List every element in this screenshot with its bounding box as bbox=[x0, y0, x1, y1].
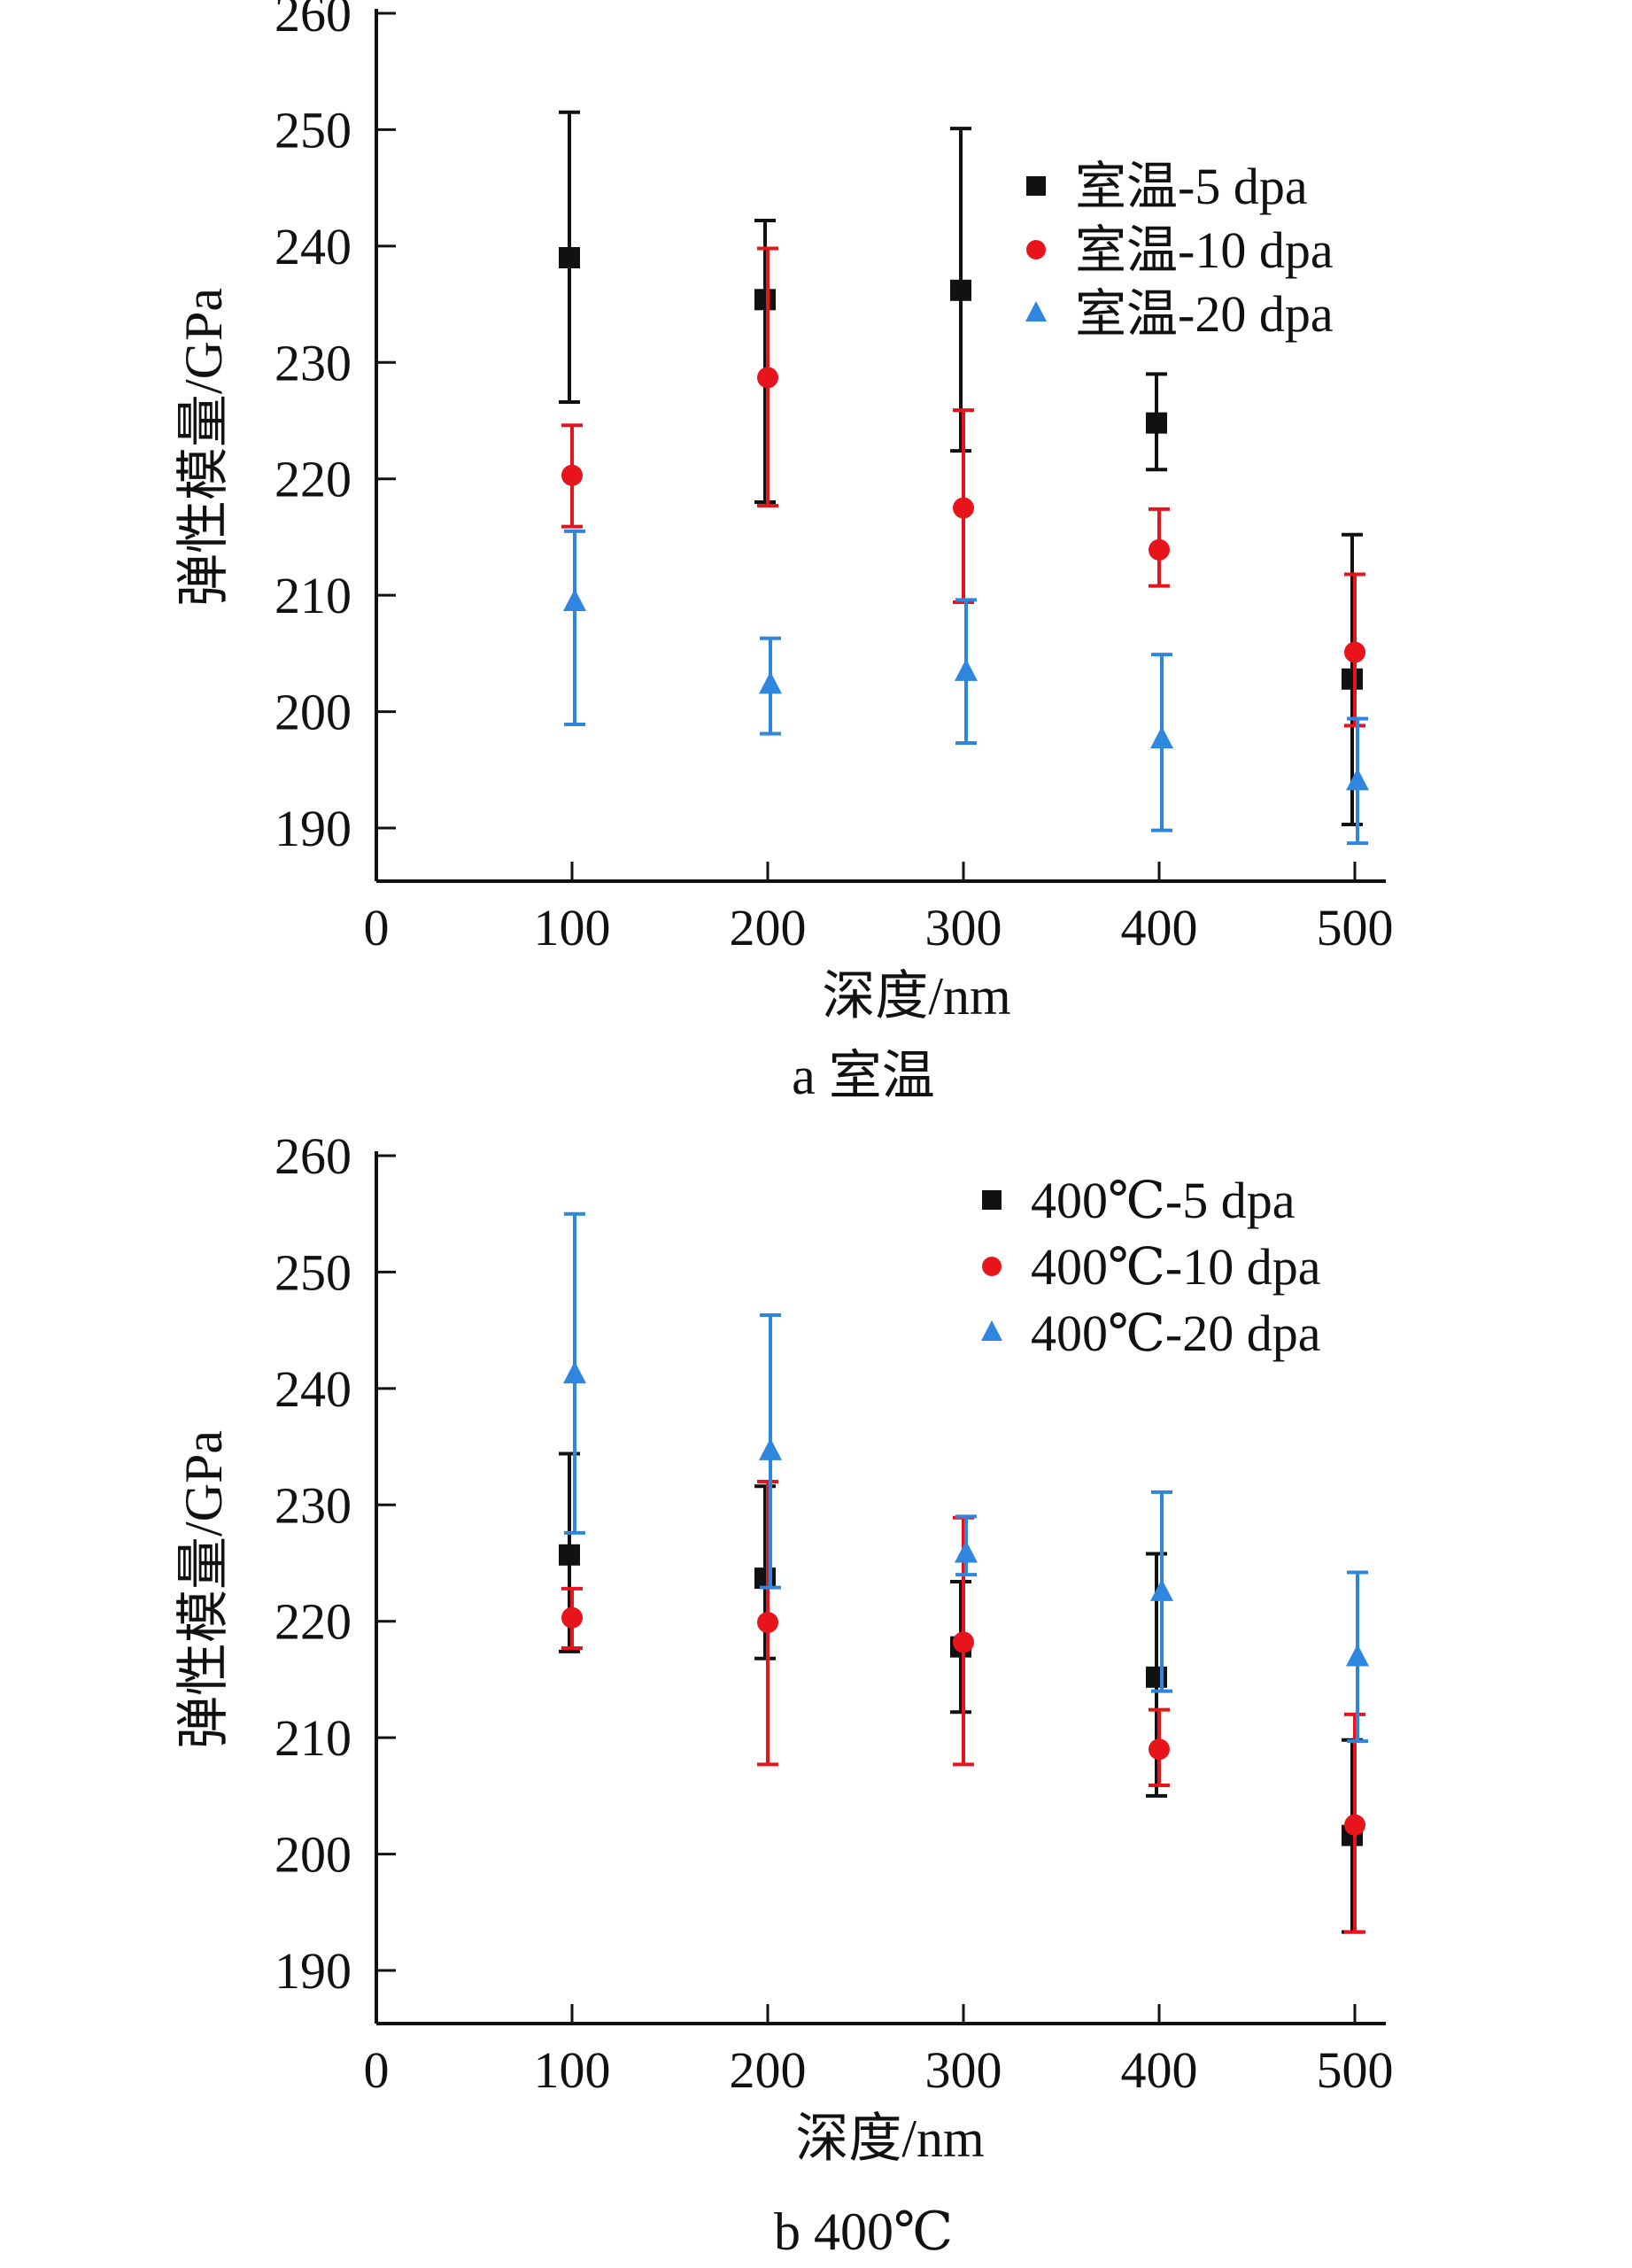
y-tick-label: 240 bbox=[275, 218, 352, 275]
data-point bbox=[1146, 1666, 1167, 1688]
data-point bbox=[1344, 641, 1365, 663]
x-tick-label: 100 bbox=[534, 899, 611, 956]
data-point bbox=[757, 1612, 778, 1634]
y-tick-label: 260 bbox=[275, 0, 352, 43]
y-tick-label: 220 bbox=[275, 451, 352, 508]
x-tick-label: 200 bbox=[730, 2041, 807, 2099]
data-point bbox=[559, 247, 580, 268]
data-point bbox=[563, 1361, 586, 1384]
panel-caption: b 400℃ bbox=[774, 2202, 953, 2261]
legend-marker bbox=[1026, 176, 1046, 196]
x-tick-label: 500 bbox=[1317, 899, 1394, 956]
y-tick-label: 260 bbox=[275, 1127, 352, 1185]
data-point bbox=[953, 497, 974, 519]
legend-label: 室温-10 dpa bbox=[1075, 221, 1334, 279]
data-point bbox=[759, 671, 782, 694]
legend-label: 室温-20 dpa bbox=[1075, 285, 1334, 343]
data-point bbox=[1149, 538, 1170, 561]
x-tick-label: 0 bbox=[364, 899, 390, 956]
x-tick-label: 500 bbox=[1317, 2041, 1394, 2099]
data-point bbox=[955, 658, 978, 681]
y-tick-label: 220 bbox=[275, 1593, 352, 1651]
legend-marker bbox=[1026, 240, 1046, 259]
y-axis-label: 弹性模量/GPa bbox=[174, 288, 233, 607]
y-tick-label: 200 bbox=[275, 684, 352, 741]
legend-label: 400℃-5 dpa bbox=[1031, 1172, 1295, 1229]
data-point bbox=[561, 1606, 583, 1629]
data-point bbox=[754, 289, 776, 311]
legend-marker bbox=[982, 1190, 1002, 1210]
panel-b: 190 200 210 220 230 240 250 260 0 100 200 300 400 500… bbox=[174, 1127, 1394, 2261]
x-tick-label: 400 bbox=[1121, 899, 1198, 956]
data-point bbox=[1149, 1738, 1170, 1761]
data-point bbox=[1150, 1578, 1173, 1601]
x-tick-label: 200 bbox=[730, 899, 807, 956]
y-axis-label: 弹性模量/GPa bbox=[174, 1430, 233, 1749]
data-point bbox=[1146, 412, 1167, 434]
y-tick-label: 210 bbox=[275, 1709, 352, 1767]
panel-a: 190 200 210 220 230 240 250 260 0 100 200 300 400 500… bbox=[174, 0, 1394, 1105]
x-tick-label: 100 bbox=[534, 2041, 611, 2099]
legend-label: 室温-5 dpa bbox=[1075, 158, 1308, 215]
data-point bbox=[950, 279, 971, 301]
y-tick-label: 250 bbox=[275, 101, 352, 159]
legend-label: 400℃-10 dpa bbox=[1031, 1238, 1320, 1296]
panel-caption: a 室温 bbox=[792, 1047, 935, 1105]
y-tick-label: 210 bbox=[275, 567, 352, 624]
data-point bbox=[1346, 768, 1369, 791]
y-tick-label: 230 bbox=[275, 1476, 352, 1534]
data-point bbox=[559, 1544, 580, 1566]
y-tick-label: 250 bbox=[275, 1243, 352, 1301]
legend-marker bbox=[1025, 301, 1047, 321]
data-point bbox=[563, 589, 586, 612]
legend-marker bbox=[981, 1320, 1002, 1341]
y-tick-label: 190 bbox=[275, 1942, 352, 2000]
data-point bbox=[754, 1567, 776, 1590]
x-tick-label: 0 bbox=[364, 2041, 390, 2099]
y-tick-label: 240 bbox=[275, 1360, 352, 1418]
x-tick-label: 300 bbox=[925, 899, 1002, 956]
data-point bbox=[1150, 726, 1173, 749]
y-tick-label: 190 bbox=[275, 800, 352, 857]
data-point bbox=[1342, 668, 1363, 690]
y-tick-label: 230 bbox=[275, 334, 352, 391]
x-axis-label: 深度/nm bbox=[795, 2109, 984, 2168]
legend-marker bbox=[982, 1257, 1002, 1276]
legend-label: 400℃-20 dpa bbox=[1031, 1304, 1320, 1362]
data-point bbox=[953, 1631, 974, 1653]
x-tick-label: 400 bbox=[1121, 2041, 1198, 2099]
data-point bbox=[1346, 1644, 1369, 1667]
data-point bbox=[759, 1437, 782, 1460]
data-point bbox=[955, 1540, 978, 1563]
y-tick-label: 200 bbox=[275, 1826, 352, 1884]
data-point bbox=[561, 464, 583, 486]
x-tick-label: 300 bbox=[925, 2041, 1002, 2099]
data-point bbox=[757, 367, 778, 389]
x-axis-label: 深度/nm bbox=[822, 967, 1010, 1026]
data-point bbox=[1344, 1814, 1365, 1836]
